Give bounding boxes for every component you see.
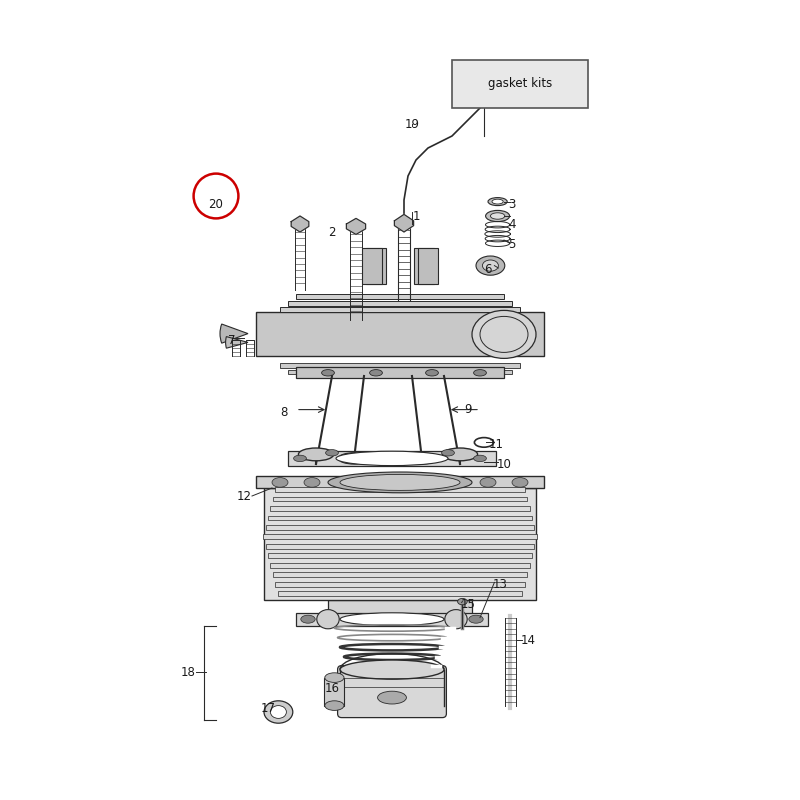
Ellipse shape (492, 199, 503, 204)
Text: 15: 15 (461, 598, 475, 610)
Ellipse shape (322, 370, 334, 376)
Bar (270, 563, 530, 568)
Text: 5: 5 (508, 238, 516, 250)
Bar (263, 534, 537, 539)
Bar (414, 248, 434, 284)
Ellipse shape (325, 701, 344, 710)
Bar (275, 582, 525, 586)
Bar (478, 90, 487, 98)
Ellipse shape (301, 615, 315, 623)
Bar (296, 294, 504, 299)
Ellipse shape (304, 478, 320, 487)
Text: 1: 1 (412, 210, 420, 222)
Ellipse shape (426, 370, 438, 376)
Text: 13: 13 (493, 578, 507, 590)
Ellipse shape (340, 474, 460, 490)
Ellipse shape (406, 453, 438, 464)
Text: 9: 9 (464, 403, 472, 416)
Ellipse shape (512, 478, 528, 487)
Bar (264, 488, 536, 600)
Ellipse shape (486, 210, 510, 222)
Ellipse shape (490, 213, 505, 219)
Bar (288, 451, 496, 466)
Ellipse shape (270, 706, 286, 718)
Ellipse shape (474, 455, 486, 462)
Text: 7: 7 (228, 334, 236, 346)
Text: 20: 20 (209, 198, 223, 210)
Bar (256, 476, 544, 488)
Ellipse shape (340, 613, 444, 626)
Bar (418, 248, 438, 284)
Text: 6: 6 (484, 263, 492, 276)
Text: 4: 4 (508, 218, 516, 230)
Ellipse shape (469, 615, 483, 623)
Bar (273, 572, 527, 577)
Ellipse shape (482, 260, 498, 271)
Bar (266, 525, 534, 530)
Ellipse shape (378, 691, 406, 704)
Bar (268, 515, 532, 520)
Ellipse shape (472, 310, 536, 358)
Ellipse shape (445, 610, 467, 629)
Bar (296, 367, 504, 378)
Bar (280, 363, 520, 368)
Ellipse shape (294, 455, 306, 462)
Text: 2: 2 (328, 226, 336, 238)
FancyBboxPatch shape (452, 60, 588, 108)
Bar (288, 370, 512, 374)
Bar (328, 600, 472, 624)
Bar (270, 506, 530, 511)
Text: 8: 8 (280, 406, 288, 418)
Ellipse shape (480, 478, 496, 487)
Bar (296, 613, 488, 626)
Ellipse shape (317, 610, 339, 629)
Bar (278, 591, 522, 596)
Bar (280, 307, 520, 312)
Polygon shape (291, 216, 309, 232)
Text: 10: 10 (497, 458, 511, 470)
Ellipse shape (340, 660, 444, 679)
Bar (324, 678, 344, 706)
Ellipse shape (338, 453, 370, 464)
Polygon shape (394, 214, 414, 232)
Ellipse shape (328, 472, 472, 493)
Ellipse shape (458, 598, 467, 605)
Bar (268, 554, 532, 558)
Ellipse shape (442, 450, 454, 456)
Ellipse shape (298, 448, 334, 461)
Bar (275, 487, 525, 492)
Ellipse shape (264, 701, 293, 723)
Ellipse shape (336, 451, 448, 466)
Ellipse shape (476, 256, 505, 275)
Ellipse shape (326, 450, 338, 456)
Bar (273, 497, 527, 502)
Text: 11: 11 (489, 438, 503, 450)
Ellipse shape (370, 370, 382, 376)
Ellipse shape (474, 370, 486, 376)
Polygon shape (346, 218, 366, 234)
Bar (288, 301, 512, 306)
Text: 12: 12 (237, 490, 251, 502)
Bar (256, 312, 544, 356)
Bar (362, 248, 382, 284)
FancyBboxPatch shape (338, 666, 446, 718)
Text: 16: 16 (325, 682, 339, 694)
Ellipse shape (272, 478, 288, 487)
Text: 18: 18 (181, 666, 195, 678)
Text: 19: 19 (405, 118, 419, 130)
Ellipse shape (442, 448, 478, 461)
Text: gasket kits: gasket kits (488, 78, 552, 90)
Text: 17: 17 (261, 702, 275, 714)
Wedge shape (226, 337, 248, 348)
Bar (366, 248, 386, 284)
Ellipse shape (488, 198, 507, 206)
Ellipse shape (325, 673, 344, 682)
Text: 14: 14 (521, 634, 535, 646)
Wedge shape (220, 324, 248, 343)
Bar (266, 544, 534, 549)
Text: 3: 3 (508, 198, 516, 210)
